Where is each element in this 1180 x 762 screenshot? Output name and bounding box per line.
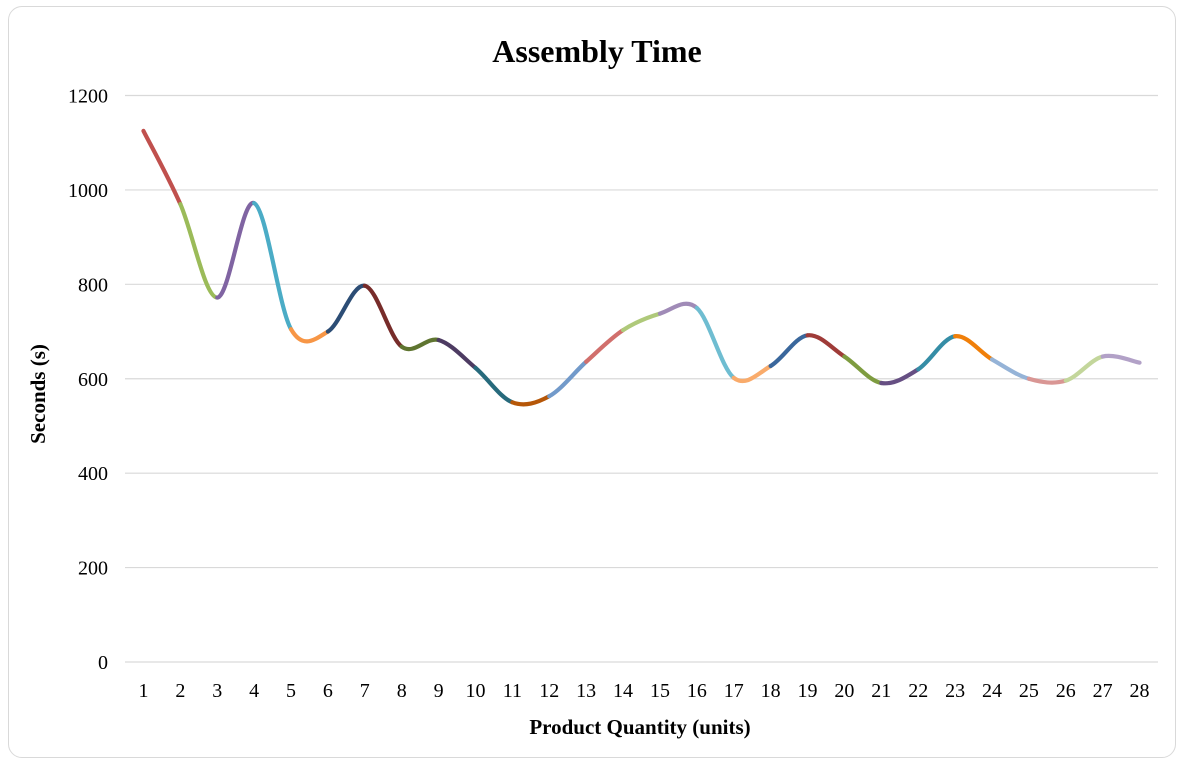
line-segment-9-10 — [436, 337, 478, 370]
x-tick-label: 6 — [323, 680, 333, 702]
x-tick-label: 28 — [1130, 680, 1150, 702]
x-tick-label: 19 — [798, 680, 818, 702]
line-segment-8-9 — [399, 337, 441, 352]
y-axis-ticks: 0 200 400 600 800 1000 1200 — [68, 86, 108, 675]
line-segment-3-4 — [215, 201, 257, 300]
x-tick-label: 13 — [576, 680, 596, 702]
line-segment-27-28 — [1100, 353, 1142, 365]
x-tick-label: 12 — [539, 680, 559, 702]
line-segment-13-14 — [584, 328, 626, 364]
x-tick-label: 7 — [360, 680, 370, 702]
line-segment-5-6 — [288, 327, 331, 344]
x-tick-label: 16 — [687, 680, 707, 702]
line-segment-21-22 — [879, 367, 921, 386]
chart-frame — [8, 6, 1176, 758]
line-segment-11-12 — [510, 394, 552, 407]
line-segment-10-11 — [473, 365, 515, 405]
x-tick-label: 20 — [834, 680, 854, 702]
x-tick-label: 3 — [212, 680, 222, 702]
x-tick-label: 10 — [465, 680, 485, 702]
y-tick-label: 600 — [78, 369, 108, 391]
x-axis-ticks: 1 2 3 4 5 6 7 8 9 10 11 12 13 14 15 16 17 18 19 20 21 22 23 24 2… — [138, 680, 1149, 702]
x-tick-label: 21 — [871, 680, 891, 702]
y-axis-title: Seconds (s) — [26, 344, 50, 444]
chart-title: Assembly Time — [492, 33, 702, 69]
line-segment-19-20 — [805, 333, 847, 359]
x-tick-label: 14 — [613, 680, 633, 702]
x-tick-label: 24 — [982, 680, 1002, 702]
x-tick-label: 11 — [503, 680, 522, 702]
line-segment-16-17 — [694, 305, 736, 380]
x-tick-label: 1 — [138, 680, 148, 702]
line-segment-4-5 — [252, 201, 294, 332]
line-segment-7-8 — [362, 283, 404, 349]
series-line — [141, 128, 1142, 407]
line-segment-14-15 — [620, 311, 663, 333]
x-tick-label: 23 — [945, 680, 965, 702]
y-tick-label: 200 — [78, 558, 108, 580]
line-segment-24-25 — [989, 357, 1031, 381]
x-tick-label: 18 — [761, 680, 781, 702]
y-tick-label: 1000 — [68, 180, 108, 202]
gridlines — [125, 94, 1158, 663]
y-tick-label: 800 — [78, 274, 108, 296]
x-tick-label: 8 — [397, 680, 407, 702]
line-segment-15-16 — [657, 301, 699, 316]
x-axis-title: Product Quantity (units) — [529, 715, 750, 739]
x-tick-label: 25 — [1019, 680, 1039, 702]
x-tick-label: 17 — [724, 680, 744, 702]
y-tick-label: 0 — [98, 652, 108, 674]
line-segment-12-13 — [547, 359, 589, 399]
x-tick-label: 22 — [908, 680, 928, 702]
x-tick-label: 9 — [434, 680, 444, 702]
line-segment-22-23 — [916, 334, 958, 372]
x-tick-label: 26 — [1056, 680, 1076, 702]
x-tick-label: 27 — [1093, 680, 1113, 702]
line-segment-20-21 — [842, 354, 884, 386]
y-tick-label: 1200 — [68, 86, 108, 108]
line-segment-18-19 — [768, 333, 810, 369]
x-tick-label: 5 — [286, 680, 296, 702]
line-segment-17-18 — [731, 363, 773, 384]
line-segment-2-3 — [178, 201, 220, 300]
x-tick-label: 15 — [650, 680, 670, 702]
line-segment-26-27 — [1063, 354, 1105, 383]
line-segment-25-26 — [1026, 376, 1068, 385]
y-tick-label: 400 — [78, 463, 108, 485]
x-tick-label: 2 — [175, 680, 185, 702]
x-tick-label: 4 — [249, 680, 259, 702]
line-segment-1-2 — [141, 128, 183, 207]
line-segment-6-7 — [325, 283, 367, 334]
line-segment-23-24 — [952, 334, 995, 362]
